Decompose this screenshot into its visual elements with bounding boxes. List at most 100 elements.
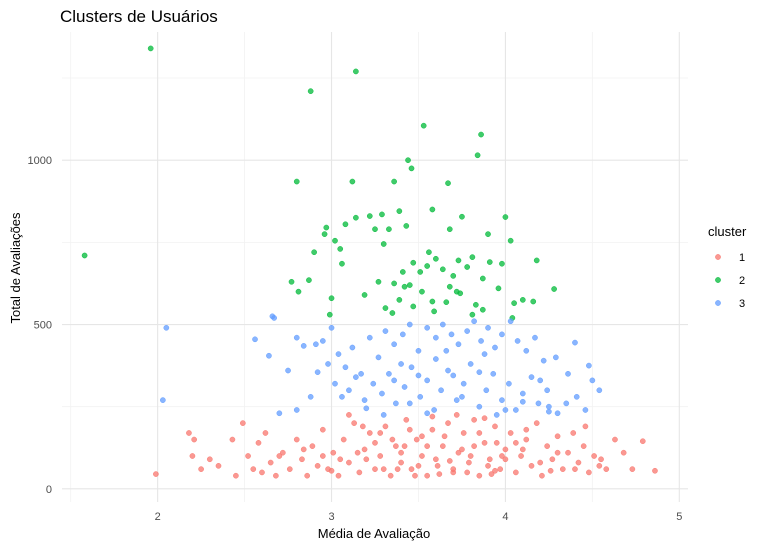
data-point-cluster-3 [379,390,385,397]
data-point-cluster-3 [537,377,544,384]
data-point-cluster-3 [582,407,589,413]
data-point-cluster-1 [471,443,477,449]
data-point-cluster-1 [620,449,627,456]
data-point-cluster-3 [476,369,483,376]
data-point-cluster-2 [417,269,424,275]
data-point-cluster-1 [337,456,344,463]
data-point-cluster-2 [473,301,479,308]
data-point-cluster-1 [245,453,251,459]
data-point-cluster-2 [307,88,314,95]
data-point-cluster-3 [485,324,491,331]
y-tick-label: 0 [46,484,52,496]
data-point-cluster-1 [639,438,646,445]
data-point-cluster-1 [467,453,474,459]
data-point-cluster-2 [424,263,431,269]
data-point-cluster-3 [276,410,283,417]
data-point-cluster-1 [359,423,366,430]
data-point-cluster-1 [262,430,269,436]
data-point-cluster-3 [471,318,477,325]
data-point-cluster-2 [486,259,493,265]
chart-title: Clusters de Usuários [60,7,218,26]
data-point-cluster-1 [497,466,504,472]
data-point-cluster-1 [361,446,368,453]
data-point-cluster-1 [377,430,384,436]
data-point-cluster-2 [386,226,392,233]
data-point-cluster-3 [424,410,431,417]
data-point-cluster-1 [492,467,498,474]
x-tick-label: 5 [676,511,682,523]
data-point-cluster-1 [533,420,540,426]
data-point-cluster-3 [514,338,521,344]
data-point-cluster-3 [393,400,399,407]
x-tick-label: 3 [328,511,334,523]
data-point-cluster-1 [299,456,305,463]
data-point-cluster-3 [408,364,415,371]
data-point-cluster-1 [629,466,636,472]
x-tick-labels: 2 3 4 5 [155,511,683,523]
data-point-cluster-2 [551,286,557,292]
data-point-cluster-1 [439,443,446,449]
data-point-cluster-1 [286,466,293,472]
data-point-cluster-1 [189,453,196,459]
data-point-cluster-3 [163,324,170,331]
data-point-cluster-3 [353,374,359,380]
data-point-cluster-1 [481,439,488,446]
data-point-cluster-2 [382,305,389,311]
legend-label-2: 2 [739,275,745,287]
data-point-cluster-3 [431,407,437,413]
data-point-cluster-3 [443,347,450,354]
data-point-cluster-1 [233,472,239,479]
data-point-cluster-3 [370,380,377,387]
data-point-cluster-1 [401,443,408,449]
data-point-cluster-2 [519,297,526,303]
data-point-cluster-3 [448,331,455,338]
data-point-cluster-2 [321,231,328,237]
data-point-cluster-2 [445,180,451,187]
data-point-cluster-1 [250,466,257,472]
data-point-cluster-1 [554,433,561,440]
data-point-cluster-1 [453,412,460,418]
data-point-cluster-1 [575,459,582,466]
data-point-cluster-2 [485,231,491,237]
data-point-cluster-2 [328,295,335,302]
legend-label-3: 3 [739,298,745,310]
y-tick-labels: 0 500 1000 [28,155,52,496]
data-point-cluster-3 [424,377,431,384]
data-point-cluster-3 [450,372,457,379]
data-point-cluster-3 [492,344,498,351]
data-point-cluster-1 [273,472,279,479]
data-point-cluster-2 [399,269,406,275]
data-point-cluster-3 [319,338,326,344]
legend-key-2 [715,277,721,283]
data-point-cluster-1 [419,433,425,440]
data-point-cluster-2 [361,292,368,298]
data-point-cluster-1 [596,462,603,469]
data-point-cluster-3 [417,393,424,400]
data-point-cluster-1 [259,469,265,476]
data-point-cluster-1 [380,466,387,472]
data-point-cluster-3 [358,370,364,377]
data-point-cluster-2 [474,152,481,159]
data-point-cluster-1 [403,416,410,423]
data-point-cluster-2 [446,283,453,290]
data-point-cluster-3 [552,354,559,361]
data-point-cluster-1 [445,420,451,426]
data-point-cluster-2 [459,213,465,220]
legend-label-1: 1 [739,252,745,264]
data-point-cluster-1 [570,430,577,436]
data-point-cluster-3 [293,334,300,341]
data-point-cluster-2 [372,226,378,233]
data-point-cluster-1 [366,430,373,436]
data-point-cluster-2 [478,131,484,138]
data-point-cluster-1 [481,415,488,422]
data-point-cluster-1 [544,443,551,449]
data-point-cluster-1 [436,471,443,477]
data-point-cluster-3 [328,324,335,331]
data-point-cluster-2 [453,288,460,295]
legend-key-3 [715,300,721,306]
data-point-cluster-3 [415,372,422,379]
data-point-cluster-2 [433,255,439,262]
data-point-cluster-2 [429,298,436,305]
data-point-cluster-2 [419,288,425,295]
